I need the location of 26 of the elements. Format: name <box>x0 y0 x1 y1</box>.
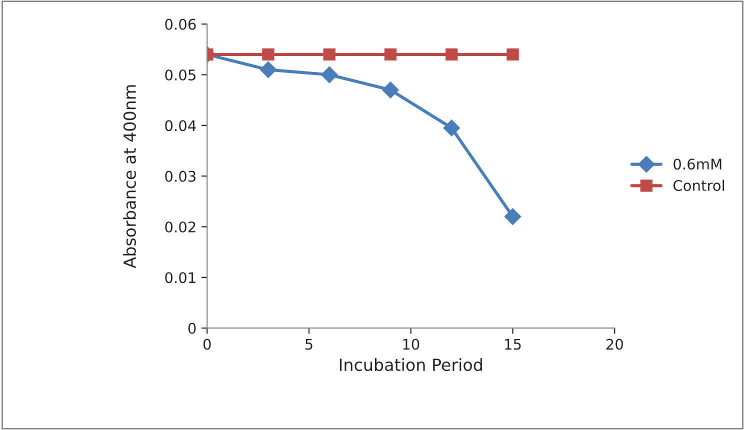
y-tick-label: 0.05 <box>165 69 196 80</box>
x-tick-label: 15 <box>505 338 521 350</box>
x-tick-label: 20 <box>606 338 623 350</box>
y-tick-label: 0 <box>188 322 196 334</box>
y-tick-label: 0.04 <box>165 120 196 132</box>
point <box>446 48 458 61</box>
point <box>382 82 399 98</box>
point <box>504 208 522 225</box>
y-tick-label: 0.06 <box>165 18 196 30</box>
point <box>320 66 338 84</box>
y-axis-title: Absorbance at 400nm <box>123 85 136 268</box>
point <box>323 48 336 61</box>
point <box>384 48 397 61</box>
y-tick-label: 0.02 <box>165 221 196 232</box>
point <box>262 48 274 61</box>
legend-label: 0.6mM <box>674 158 722 170</box>
x-axis-title: Incubation Period <box>340 358 482 372</box>
y-tick-label: 0.03 <box>165 170 196 182</box>
x-tick-label: 10 <box>403 338 420 350</box>
point <box>443 120 460 136</box>
point <box>506 48 519 61</box>
x-tick-label: 0 <box>203 338 211 350</box>
point <box>260 61 277 78</box>
legend-label: Control <box>673 180 724 192</box>
x-tick-label: 5 <box>305 338 312 350</box>
y-tick-label: 0.01 <box>165 272 196 284</box>
